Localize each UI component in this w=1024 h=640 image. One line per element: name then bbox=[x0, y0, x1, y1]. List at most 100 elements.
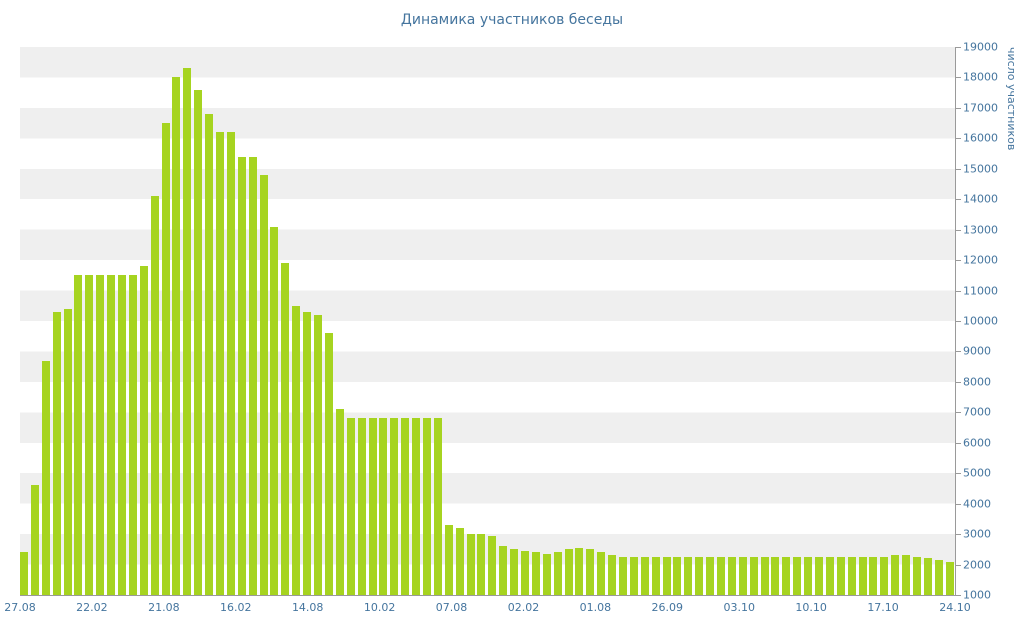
y-axis-tick-label: 15000 bbox=[963, 162, 998, 176]
bar bbox=[139, 266, 148, 595]
bar bbox=[629, 556, 638, 595]
y-axis-tick bbox=[956, 564, 961, 566]
y-axis-tick bbox=[956, 412, 961, 414]
bar bbox=[85, 275, 94, 595]
bar bbox=[259, 174, 268, 595]
y-axis-tick bbox=[956, 595, 961, 596]
y-axis-tick-label: 3000 bbox=[963, 527, 991, 541]
x-axis-tick-label: 10.10 bbox=[795, 601, 827, 614]
bar bbox=[216, 132, 225, 595]
bar bbox=[172, 77, 181, 595]
bar bbox=[782, 556, 791, 595]
bar bbox=[455, 528, 464, 595]
bar bbox=[553, 552, 562, 595]
y-axis-tick bbox=[956, 77, 961, 79]
bar bbox=[749, 556, 758, 595]
bar bbox=[281, 263, 290, 595]
plot-area bbox=[20, 47, 961, 596]
bar bbox=[128, 275, 137, 595]
y-axis-tick bbox=[956, 260, 961, 262]
bar bbox=[270, 226, 279, 595]
bar bbox=[346, 418, 355, 595]
bar bbox=[335, 409, 344, 595]
bar bbox=[531, 552, 540, 595]
bar bbox=[902, 555, 911, 595]
bar bbox=[793, 556, 802, 595]
y-axis-tick bbox=[956, 47, 961, 48]
bar bbox=[847, 556, 856, 595]
y-axis-tick-label: 17000 bbox=[963, 101, 998, 115]
x-axis-tick-label: 21.08 bbox=[148, 601, 180, 614]
y-axis-tick bbox=[956, 138, 961, 140]
bar bbox=[63, 308, 72, 595]
y-axis-tick-label: 7000 bbox=[963, 405, 991, 419]
y-axis-tick-label: 16000 bbox=[963, 131, 998, 145]
x-axis-labels: 27.08 22.02 21.08 16.02 14.08 10.02 07.08 02.02… bbox=[4, 601, 971, 617]
bar bbox=[303, 311, 312, 595]
y-axis-tick bbox=[956, 534, 961, 536]
x-axis-tick-label: 14.08 bbox=[291, 601, 324, 614]
y-axis-tick bbox=[956, 290, 961, 292]
bar bbox=[891, 555, 900, 595]
bar bbox=[194, 89, 203, 595]
bar bbox=[608, 555, 617, 595]
bar bbox=[869, 556, 878, 595]
bar bbox=[695, 556, 704, 595]
x-axis-tick-label: 26.09 bbox=[651, 601, 684, 614]
x-axis-tick-label: 16.02 bbox=[220, 601, 252, 614]
y-axis-tick-label: 14000 bbox=[963, 192, 998, 206]
x-axis-tick-label: 17.10 bbox=[867, 601, 899, 614]
bar bbox=[422, 418, 431, 595]
y-axis-tick-label: 9000 bbox=[963, 344, 991, 358]
bar bbox=[727, 556, 736, 595]
bar bbox=[390, 418, 399, 595]
bar bbox=[30, 485, 39, 595]
bar bbox=[412, 418, 421, 595]
bar bbox=[205, 113, 214, 595]
y-axis-title: число участников bbox=[1005, 47, 1018, 151]
bar bbox=[564, 549, 573, 595]
bar bbox=[913, 556, 922, 595]
bar bbox=[815, 556, 824, 595]
y-axis-tick-label: 8000 bbox=[963, 375, 991, 389]
bar bbox=[825, 556, 834, 595]
bar bbox=[673, 556, 682, 595]
bar bbox=[368, 418, 377, 595]
y-axis-tick-label: 6000 bbox=[963, 436, 991, 450]
x-axis-tick-label: 01.08 bbox=[579, 601, 612, 614]
y-axis-tick bbox=[956, 107, 961, 109]
y-axis-tick-label: 13000 bbox=[963, 223, 998, 237]
bar bbox=[510, 549, 519, 595]
bar bbox=[379, 418, 388, 595]
y-axis-tick bbox=[956, 199, 961, 201]
y-axis-tick bbox=[956, 321, 961, 322]
bar bbox=[651, 556, 660, 595]
y-axis-tick bbox=[956, 229, 961, 231]
bar bbox=[858, 556, 867, 595]
bars bbox=[20, 47, 955, 595]
y-axis-tick-label: 10000 bbox=[963, 314, 998, 328]
bar bbox=[292, 305, 301, 595]
x-axis-tick-label: 22.02 bbox=[76, 601, 108, 614]
bar bbox=[640, 556, 649, 595]
bar bbox=[597, 552, 606, 595]
bar bbox=[477, 534, 486, 595]
bar bbox=[717, 556, 725, 595]
bar bbox=[107, 275, 116, 595]
bar bbox=[836, 556, 845, 595]
y-axis-tick-label: 1000 bbox=[963, 588, 991, 602]
bar bbox=[237, 156, 246, 595]
y-axis-tick-label: 5000 bbox=[963, 466, 991, 480]
bar bbox=[314, 314, 323, 595]
y-axis-tick bbox=[956, 168, 961, 170]
bar bbox=[161, 123, 170, 595]
x-axis-tick-label: 02.02 bbox=[507, 601, 540, 614]
y-axis-labels: 1000 2000 3000 4000 5000 6000 7000 8000 9000 1000… bbox=[963, 41, 1008, 602]
bar bbox=[96, 275, 105, 595]
x-axis-tick-label: 24.10 bbox=[939, 601, 971, 614]
y-axis-tick bbox=[956, 351, 961, 353]
bar bbox=[433, 418, 442, 595]
y-axis-tick-label: 11000 bbox=[963, 284, 998, 298]
bar bbox=[466, 534, 475, 595]
